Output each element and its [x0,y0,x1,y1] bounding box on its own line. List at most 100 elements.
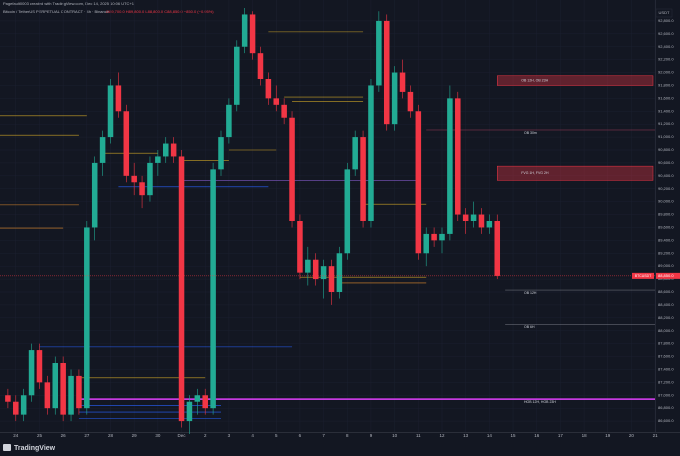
candle-body [178,156,185,422]
y-tick-label: 87,200.0 [658,379,674,384]
y-tick-label: 87,800.0 [658,341,674,346]
brand-logo [3,444,11,451]
candle-body [147,162,153,196]
x-tick-label: 29 [132,433,138,438]
candle-body [391,72,398,125]
candle-body [320,266,327,280]
x-tick-label: 20 [629,433,635,438]
y-tick-label: 92,400.0 [658,44,674,49]
y-tick-label: 89,600.0 [658,225,674,230]
candle-body [407,91,414,112]
y-tick-label: 87,400.0 [658,367,674,372]
candle-body [470,214,477,221]
candle-body [107,85,114,138]
brand: TradingView [14,445,56,452]
candle-body [44,382,51,409]
x-tick-label: 28 [108,433,114,438]
currency: USDT [659,10,670,15]
candle-body [360,137,366,221]
candle-body [139,182,145,196]
x-tick-label: 9 [370,433,373,438]
x-tick-label: 2 [204,433,207,438]
level-label: HOB 12H, HOB 23H [524,400,556,404]
zone [497,75,654,86]
x-tick-label: 6 [299,433,302,438]
y-tick-label: 91,400.0 [658,108,674,113]
candle-body [202,395,208,409]
candle-body [383,20,390,125]
caption: Pagefault0003 created with TradingView.c… [3,1,135,6]
candle-body [352,137,358,170]
candle-body [91,162,98,228]
candle-body [115,85,122,112]
candle-body [210,169,216,409]
candle-body [131,175,137,183]
y-tick-label: 91,800.0 [658,83,674,88]
y-tick-label: 87,600.0 [658,354,674,359]
candle-body [431,233,437,241]
x-tick-label: 26 [61,433,67,438]
y-tick-label: 89,800.0 [658,212,674,217]
candle-body [52,363,59,409]
candle-body [447,98,453,234]
candle-body [297,221,303,273]
candle-body [84,227,90,409]
symbol-badge [632,272,654,279]
candle-body [439,233,445,241]
zone-label: OB 12H, OB 23H [521,79,548,83]
y-tick-label: 90,200.0 [658,186,674,191]
x-tick-label: Dec [178,433,187,438]
y-tick-label: 88,200.0 [658,315,674,320]
candle-body [36,350,43,383]
symbol-label: BTCUSDT [635,274,652,278]
candle-body [123,111,130,176]
level-label: OB 6H [524,325,535,329]
y-tick-label: 90,000.0 [658,199,674,204]
candle-body [68,375,74,415]
x-tick-label: 21 [653,433,659,438]
candle-body [5,395,11,402]
y-tick-label: 89,000.0 [658,263,674,268]
y-tick-label: 91,600.0 [658,95,674,100]
y-tick-label: 88,000.0 [658,328,674,333]
y-tick-label: 89,400.0 [658,237,674,242]
y-tick-label: 86,800.0 [658,405,674,410]
ohlc-text: O89,700.0 H89,800.0 L88,800.0 C88,850.0 … [106,9,214,14]
candle-body [218,137,224,170]
candle-body [312,259,319,280]
candle-body [170,143,177,157]
x-tick-label: 10 [392,433,398,438]
candle-body [265,79,272,99]
x-tick-label: 14 [487,433,493,438]
candle-body [399,72,406,92]
x-tick-label: 12 [439,433,445,438]
candle-body [494,221,501,276]
x-tick-label: 18 [582,433,588,438]
price-label: 88,850.0 [658,273,674,278]
candle-body [376,20,382,86]
zone-label: FVG 1H, FVG 2H [521,171,549,175]
candle-body [344,169,351,254]
x-tick-label: 13 [463,433,469,438]
candle-body [305,259,311,273]
x-tick-label: 24 [13,433,19,438]
y-tick-label: 92,800.0 [658,18,674,23]
candle-body [13,401,19,415]
y-tick-label: 89,200.0 [658,250,674,255]
y-tick-label: 92,200.0 [658,57,674,62]
x-tick-label: 15 [511,433,517,438]
y-tick-label: 91,000.0 [658,134,674,139]
y-tick-label: 88,400.0 [658,302,674,307]
level-label: OB 12H [524,291,537,295]
y-tick-label: 86,600.0 [658,418,674,423]
y-tick-label: 90,600.0 [658,160,674,165]
candle-body [155,156,161,163]
x-tick-label: 4 [251,433,254,438]
x-tick-label: 5 [275,433,278,438]
y-tick-label: 91,200.0 [658,121,674,126]
candle-body [99,137,106,163]
candle-body [281,104,287,118]
